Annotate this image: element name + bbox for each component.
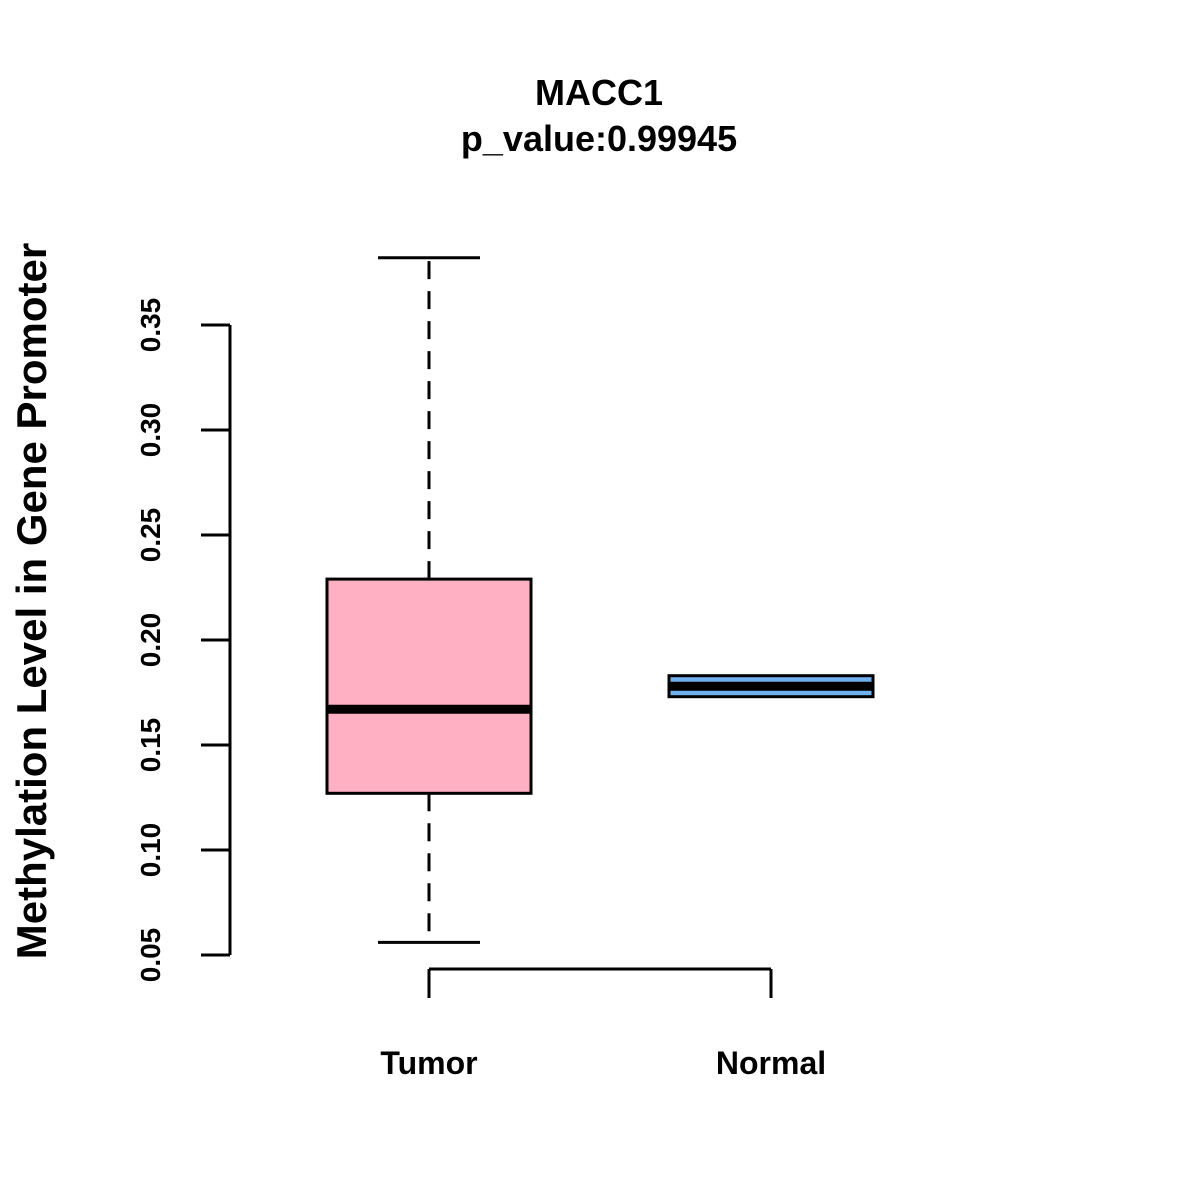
box-tumor <box>325 256 533 944</box>
y-tick-label: 0.05 <box>135 928 166 983</box>
chart-subtitle: p_value:0.99945 <box>461 118 737 159</box>
y-tick-label: 0.10 <box>135 823 166 878</box>
box-iqr <box>325 577 533 795</box>
y-tick-label: 0.20 <box>135 613 166 668</box>
box-normal <box>667 674 875 699</box>
x-axis: Tumor Normal <box>380 967 826 1081</box>
chart-title: MACC1 <box>535 72 663 113</box>
y-axis-label: Methylation Level in Gene Promoter <box>8 243 55 959</box>
x-tick-label-normal: Normal <box>716 1045 826 1081</box>
x-tick-label-tumor: Tumor <box>380 1045 477 1081</box>
y-tick-label: 0.30 <box>135 403 166 458</box>
y-tick-label: 0.35 <box>135 298 166 353</box>
y-axis: 0.05 0.10 0.15 0.20 0.25 0.30 0.35 <box>135 298 232 983</box>
y-tick-label: 0.25 <box>135 508 166 563</box>
y-tick-label: 0.15 <box>135 718 166 773</box>
box-group <box>325 256 875 944</box>
